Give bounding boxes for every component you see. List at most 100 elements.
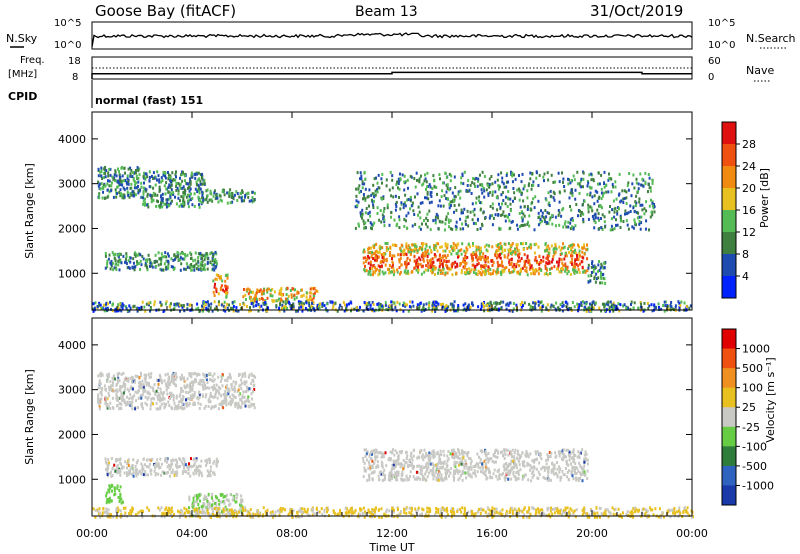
- data-cell: [603, 215, 606, 219]
- data-cell: [367, 218, 370, 222]
- data-cell: [105, 388, 107, 392]
- data-cell: [317, 307, 319, 311]
- data-cell: [440, 475, 443, 479]
- data-cell: [273, 299, 276, 303]
- data-cell: [609, 300, 612, 304]
- data-cell: [576, 258, 579, 261]
- data-cell: [109, 471, 112, 475]
- data-cell: [192, 496, 195, 500]
- data-cell: [550, 260, 553, 264]
- data-cell: [433, 303, 436, 307]
- data-cell: [604, 309, 606, 313]
- data-cell: [577, 306, 580, 310]
- data-cell: [516, 188, 519, 192]
- data-cell: [114, 389, 117, 393]
- data-cell: [372, 470, 375, 474]
- data-cell: [127, 472, 130, 476]
- data-cell: [472, 263, 475, 267]
- data-cell: [558, 190, 561, 194]
- data-cell: [410, 204, 413, 208]
- data-cell: [459, 189, 462, 193]
- data-cell: [186, 377, 189, 381]
- data-cell: [565, 225, 568, 229]
- data-cell: [611, 183, 614, 186]
- data-cell: [412, 304, 415, 308]
- data-cell: [110, 184, 113, 188]
- data-cell: [488, 177, 491, 181]
- data-cell: [174, 378, 177, 381]
- data-cell: [399, 177, 402, 181]
- data-cell: [138, 306, 141, 310]
- data-cell: [179, 182, 182, 186]
- data-cell: [321, 302, 324, 306]
- data-cell: [523, 260, 526, 264]
- data-cell: [135, 399, 138, 403]
- data-cell: [370, 246, 373, 250]
- data-cell: [445, 197, 448, 200]
- data-cell: [302, 293, 305, 297]
- data-cell: [405, 265, 408, 269]
- data-cell: [441, 189, 444, 193]
- data-cell: [315, 289, 318, 293]
- data-cell: [331, 300, 334, 304]
- data-cell: [212, 267, 215, 271]
- data-cell: [170, 459, 173, 463]
- data-cell: [409, 253, 412, 257]
- data-cell: [167, 381, 170, 385]
- data-cell: [206, 257, 209, 261]
- data-cell: [505, 307, 508, 311]
- data-cell: [244, 390, 247, 394]
- data-cell: [407, 198, 410, 201]
- data-cell: [432, 219, 435, 223]
- data-cell: [538, 215, 541, 219]
- data-cell: [358, 191, 361, 195]
- data-cell: [601, 194, 604, 198]
- data-cell: [220, 286, 222, 290]
- data-cell: [582, 217, 585, 221]
- data-cell: [159, 376, 162, 380]
- data-cell: [156, 170, 159, 174]
- data-cell: [250, 402, 253, 406]
- data-cell: [240, 405, 243, 409]
- data-cell: [151, 457, 154, 461]
- data-cell: [201, 507, 204, 511]
- data-cell: [193, 204, 196, 208]
- data-cell: [212, 263, 215, 267]
- data-cell: [204, 511, 207, 515]
- data-cell: [279, 303, 281, 307]
- data-cell: [179, 258, 182, 261]
- data-cell: [135, 471, 137, 475]
- data-cell: [107, 257, 110, 261]
- data-cell: [131, 266, 134, 270]
- data-cell: [416, 249, 419, 253]
- data-cell: [206, 188, 209, 192]
- data-cell: [167, 400, 170, 404]
- power-colorbar-swatch: [722, 122, 736, 145]
- data-cell: [223, 395, 226, 399]
- data-cell: [369, 226, 372, 230]
- data-cell: [201, 304, 203, 308]
- data-cell: [603, 191, 605, 195]
- data-cell: [136, 260, 139, 264]
- data-cell: [448, 202, 451, 206]
- data-cell: [443, 453, 446, 457]
- data-cell: [569, 221, 572, 225]
- data-cell: [516, 227, 519, 231]
- data-cell: [140, 382, 143, 386]
- data-cell: [152, 186, 155, 190]
- data-cell: [172, 458, 175, 462]
- data-cell: [367, 194, 370, 198]
- data-cell: [441, 271, 444, 275]
- data-cell: [224, 505, 227, 509]
- data-cell: [166, 465, 169, 469]
- data-cell: [240, 387, 243, 391]
- data-cell: [520, 180, 523, 184]
- data-cell: [142, 186, 145, 190]
- data-cell: [120, 181, 123, 185]
- data-cell: [153, 391, 156, 395]
- data-cell: [126, 190, 129, 194]
- data-cell: [498, 302, 501, 305]
- data-cell: [168, 305, 171, 309]
- data-cell: [167, 171, 169, 174]
- data-cell: [429, 191, 432, 195]
